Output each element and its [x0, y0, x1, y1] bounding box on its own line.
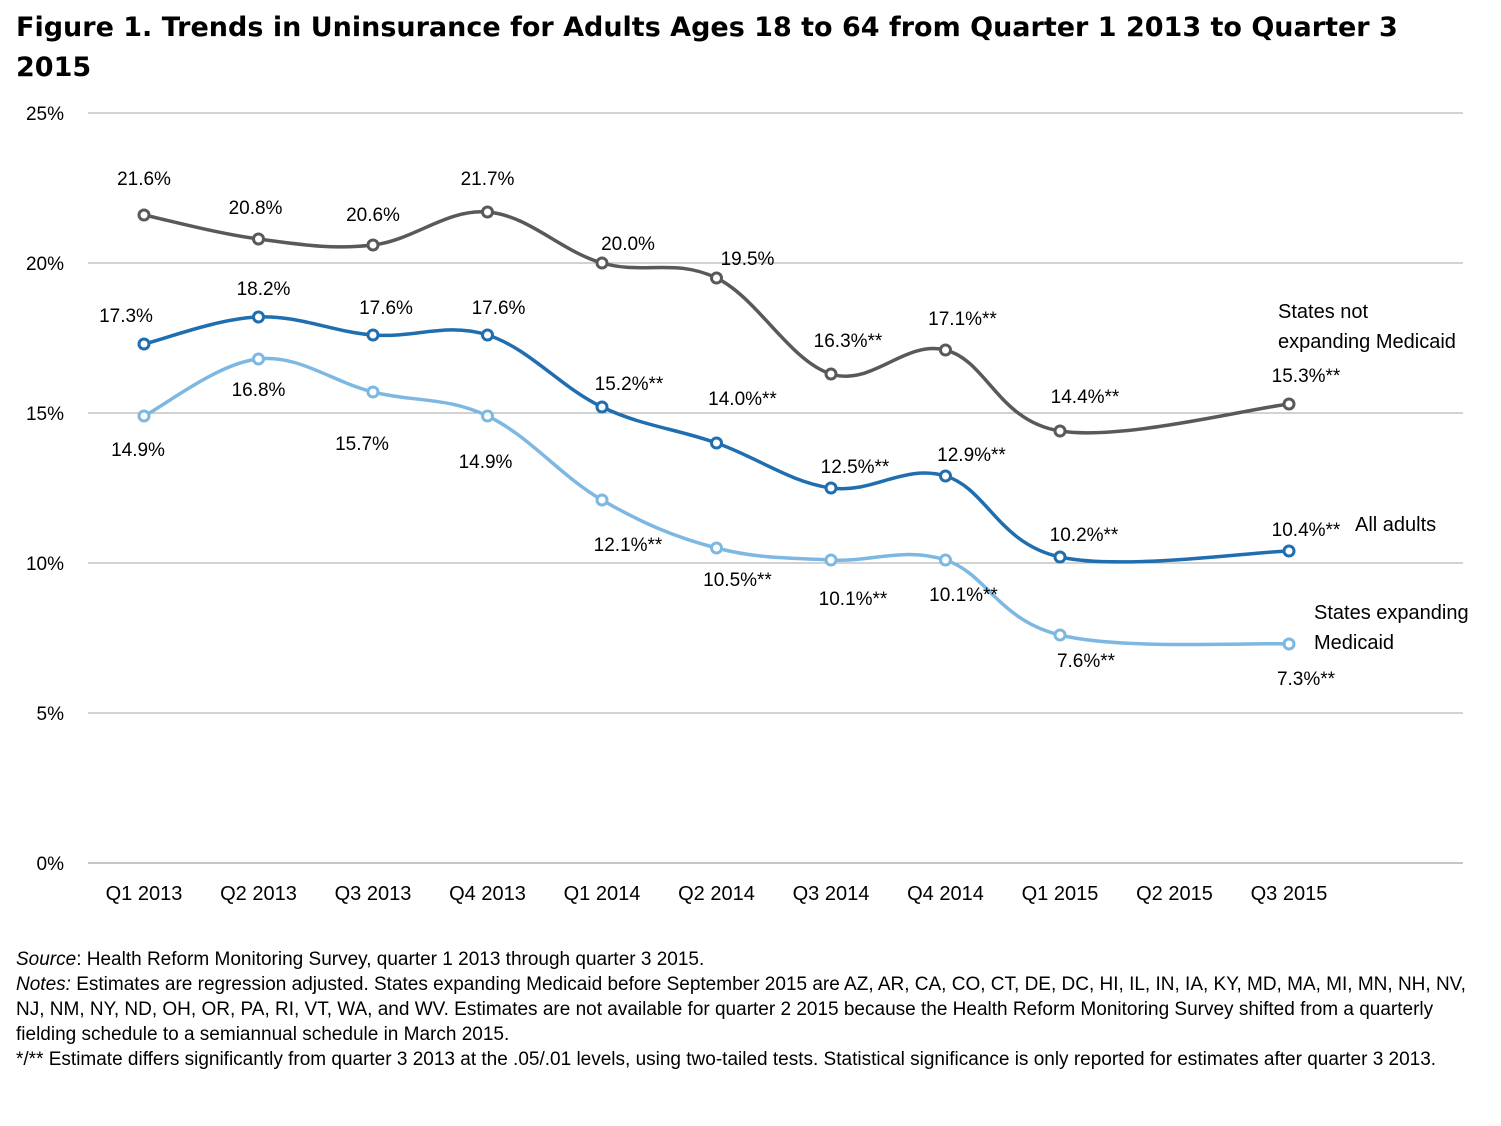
- x-tick-label: Q2 2013: [220, 883, 297, 905]
- x-tick-label: Q2 2014: [678, 883, 755, 905]
- line-chart: 0% 5% 10% 15% 20% 25% Q1 2013 Q2 2013 Q3 2013 Q4…: [26, 104, 1469, 905]
- data-point: [824, 553, 838, 567]
- x-tick-label: Q4 2014: [907, 883, 984, 905]
- data-label: 15.7%: [335, 434, 389, 455]
- x-tick-label: Q3 2014: [793, 883, 870, 905]
- data-label: 20.6%: [346, 205, 400, 226]
- data-label: 21.6%: [117, 169, 171, 190]
- series-name: States expanding Medicaid: [1314, 602, 1469, 654]
- data-label: 14.9%: [459, 452, 513, 473]
- data-label: 17.6%: [472, 298, 526, 319]
- data-point: [1282, 397, 1296, 411]
- data-label: 10.1%**: [819, 589, 888, 610]
- data-label: 15.2%**: [595, 374, 664, 395]
- data-label: 12.5%**: [821, 457, 890, 478]
- data-point: [824, 481, 838, 495]
- data-label: 17.1%**: [928, 309, 997, 330]
- notes-text: Estimates are regression adjusted. State…: [16, 974, 1466, 1045]
- series-line: [143, 210, 1290, 435]
- data-point: [366, 385, 380, 399]
- data-label: 7.3%**: [1277, 669, 1336, 690]
- data-label: 15.3%**: [1272, 366, 1341, 387]
- data-labels: 21.6% 20.8% 20.6% 21.7% 20.0% 19.5% 16.3%** 17.…: [99, 169, 1341, 690]
- data-point: [1282, 637, 1296, 651]
- data-point: [481, 205, 494, 219]
- x-tick-label: Q1 2015: [1022, 883, 1099, 905]
- x-tick-label: Q4 2013: [449, 883, 526, 905]
- data-point: [595, 493, 609, 507]
- data-point: [137, 208, 151, 222]
- series-line: [143, 315, 1290, 564]
- source-note: Source: Health Reform Monitoring Survey,…: [16, 947, 1486, 972]
- y-tick-label: 15%: [26, 404, 64, 425]
- series-name: States not expanding Medicaid: [1278, 301, 1456, 353]
- notes-label: Notes:: [16, 974, 71, 995]
- notes-note: Notes: Estimates are regression adjusted…: [16, 972, 1486, 1047]
- data-point: [1282, 544, 1296, 558]
- y-axis-ticks: 0% 5% 10% 15% 20% 25%: [26, 104, 64, 875]
- y-tick-label: 5%: [37, 704, 65, 725]
- series-name: All adults: [1355, 514, 1436, 536]
- data-label: 17.6%: [359, 298, 413, 319]
- y-tick-label: 0%: [37, 854, 65, 875]
- data-point: [252, 232, 265, 246]
- data-label: 18.2%: [237, 279, 291, 300]
- data-label: 20.8%: [229, 198, 283, 219]
- data-point: [595, 256, 609, 270]
- data-point: [137, 409, 151, 423]
- data-label: 16.3%**: [814, 331, 883, 352]
- data-point: [137, 337, 151, 351]
- data-label: 10.4%**: [1272, 520, 1341, 541]
- data-label: 12.9%**: [937, 445, 1006, 466]
- gridlines: [88, 112, 1463, 864]
- data-point: [710, 436, 723, 450]
- y-tick-label: 20%: [26, 254, 64, 275]
- data-point: [366, 328, 380, 342]
- data-point: [1053, 628, 1067, 642]
- data-label: 7.6%**: [1057, 651, 1116, 672]
- source-text: : Health Reform Monitoring Survey, quart…: [76, 949, 705, 970]
- data-point: [939, 469, 952, 483]
- data-point: [481, 328, 494, 342]
- series-name-labels: States not expanding Medicaid All adults St…: [1278, 301, 1469, 654]
- y-tick-label: 25%: [26, 104, 64, 125]
- x-tick-label: Q1 2014: [564, 883, 641, 905]
- source-label: Source: [16, 949, 77, 970]
- x-tick-label: Q3 2015: [1251, 883, 1328, 905]
- data-label: 10.1%**: [929, 585, 998, 606]
- data-point: [710, 541, 723, 555]
- data-label: 17.3%: [99, 306, 153, 327]
- chart-title: Figure 1. Trends in Uninsurance for Adul…: [16, 12, 1398, 83]
- data-point: [1053, 424, 1067, 438]
- data-label: 14.9%: [111, 440, 165, 461]
- data-label: 12.1%**: [594, 535, 663, 556]
- x-tick-label: Q3 2013: [335, 883, 412, 905]
- x-tick-label: Q1 2013: [106, 883, 183, 905]
- y-tick-label: 10%: [26, 554, 64, 575]
- data-label: 14.0%**: [708, 389, 777, 410]
- data-label: 20.0%: [601, 234, 655, 255]
- data-point: [710, 271, 723, 285]
- x-tick-label: Q2 2015: [1136, 883, 1213, 905]
- x-axis-ticks: Q1 2013 Q2 2013 Q3 2013 Q4 2013 Q1 2014 Q2 20…: [106, 883, 1328, 905]
- data-point: [939, 343, 952, 357]
- data-point: [481, 409, 494, 423]
- data-label: 10.2%**: [1050, 525, 1119, 546]
- data-point: [595, 400, 609, 414]
- data-point: [1053, 550, 1067, 564]
- data-label: 14.4%**: [1051, 387, 1120, 408]
- data-point: [252, 352, 265, 366]
- data-point: [824, 367, 838, 381]
- footnotes: Source: Health Reform Monitoring Survey,…: [16, 947, 1486, 1072]
- data-label: 10.5%**: [703, 570, 772, 591]
- data-label: 19.5%: [721, 249, 775, 270]
- series-lines: [137, 205, 1296, 651]
- data-point: [366, 238, 380, 252]
- data-point: [939, 553, 952, 567]
- data-label: 16.8%: [232, 380, 286, 401]
- data-label: 21.7%: [461, 169, 515, 190]
- significance-note: */** Estimate differs significantly from…: [16, 1049, 1437, 1070]
- series-line: [143, 356, 1290, 647]
- data-point: [252, 310, 265, 324]
